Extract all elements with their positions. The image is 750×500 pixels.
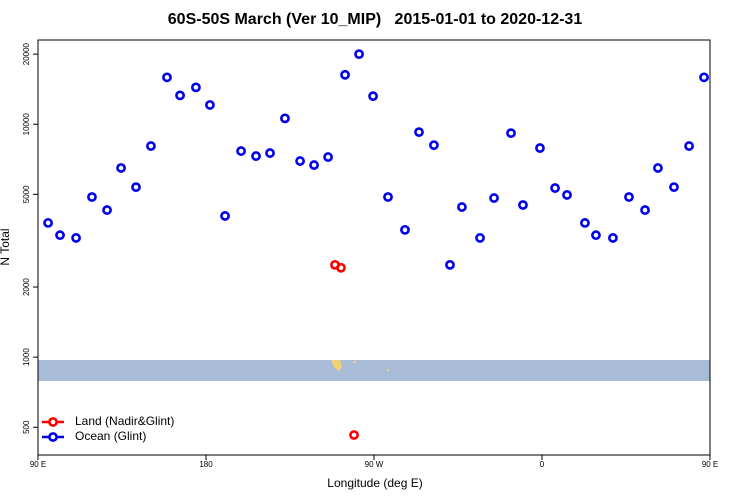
data-point: [236, 146, 246, 156]
data-point: [414, 127, 424, 138]
land-shape: [353, 361, 356, 363]
data-point: [87, 192, 97, 202]
plot-frame: [37, 39, 711, 456]
legend-label: Land (Nadir&Glint): [75, 414, 174, 428]
data-point: [506, 128, 516, 139]
data-point: [699, 72, 709, 83]
land-shape: [387, 369, 389, 371]
data-point: [429, 140, 439, 151]
y-tick-label: 10000: [22, 113, 31, 136]
x-tick-label: 180: [199, 460, 213, 469]
data-point: [280, 113, 290, 124]
data-point: [131, 182, 141, 193]
data-point: [295, 156, 305, 166]
y-tick-label: 2000: [22, 278, 31, 296]
data-point: [336, 262, 346, 273]
data-point: [550, 183, 560, 193]
data-point: [191, 82, 201, 93]
x-tick-label: 90 E: [30, 460, 46, 469]
data-point: [475, 233, 485, 243]
y-tick-label: 20000: [22, 42, 31, 65]
data-point: [146, 141, 156, 151]
data-point: [323, 152, 333, 162]
data-point: [71, 233, 81, 243]
data-point: [653, 163, 663, 173]
legend-marker: [48, 432, 58, 442]
data-point: [162, 72, 172, 83]
data-point: [562, 190, 572, 200]
data-point: [43, 218, 53, 228]
data-point: [116, 163, 126, 173]
data-point: [205, 100, 215, 110]
y-tick-label: 5000: [22, 185, 31, 203]
y-tick-label: 500: [22, 420, 31, 434]
data-point: [309, 160, 319, 170]
data-point: [354, 49, 364, 60]
data-point: [220, 211, 230, 221]
land-band: [38, 360, 710, 381]
data-point: [457, 202, 467, 212]
chart-title: 60S-50S March (Ver 10_MIP) 2015-01-01 to…: [168, 11, 583, 28]
data-point: [608, 233, 618, 243]
data-point: [383, 192, 393, 202]
y-axis-label: N Total: [0, 228, 12, 265]
data-point: [535, 143, 545, 153]
data-point: [445, 259, 455, 270]
data-point: [102, 205, 112, 215]
data-point: [368, 91, 378, 102]
data-point: [349, 430, 359, 440]
data-point: [624, 192, 634, 202]
data-point: [251, 151, 261, 161]
y-tick-label: 1000: [22, 348, 31, 366]
data-point: [175, 90, 185, 101]
data-point: [640, 205, 650, 215]
data-point: [400, 224, 410, 235]
data-point: [489, 193, 499, 203]
legend-marker: [48, 417, 58, 427]
x-tick-label: 90 E: [702, 460, 718, 469]
x-axis-label: Longitude (deg E): [327, 476, 422, 490]
land-shape: [331, 360, 344, 373]
data-point: [591, 230, 601, 241]
data-point: [340, 69, 350, 80]
data-point: [265, 148, 275, 158]
data-point: [55, 230, 65, 241]
data-point: [518, 200, 528, 210]
legend-label: Ocean (Glint): [75, 429, 146, 443]
x-tick-label: 0: [540, 460, 545, 469]
data-point: [684, 141, 694, 151]
data-point: [580, 218, 590, 228]
x-tick-label: 90 W: [365, 460, 384, 469]
data-point: [669, 182, 679, 193]
